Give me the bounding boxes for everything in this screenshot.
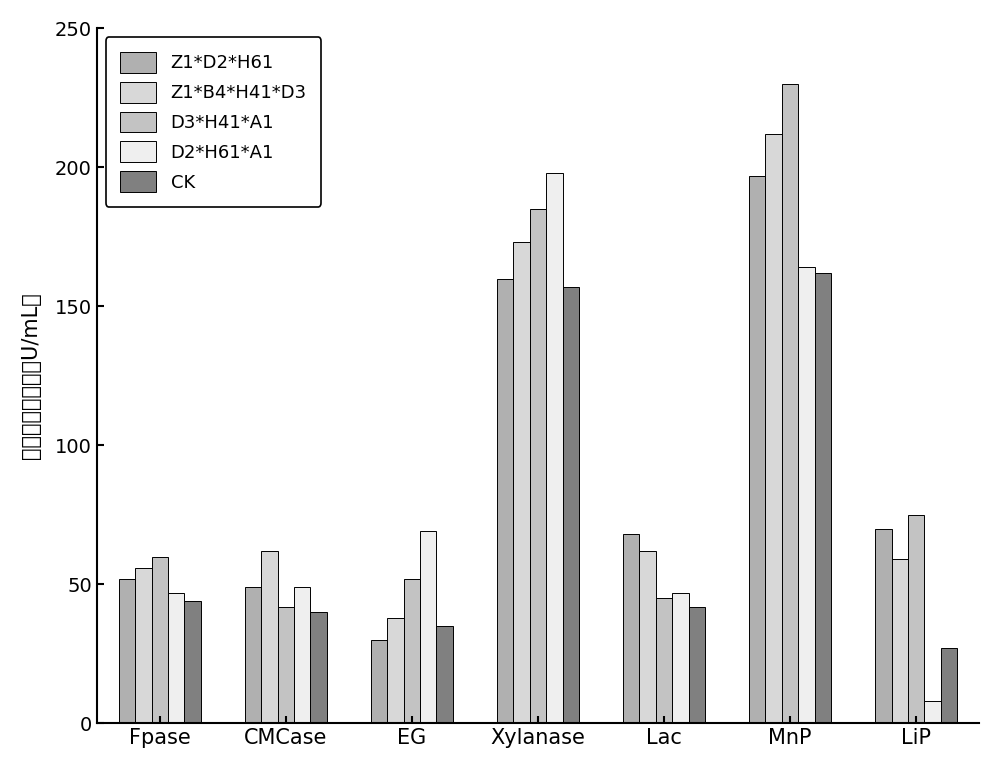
Bar: [941, 648, 957, 724]
Y-axis label: 木质纤维素酶活（U/mL）: 木质纤维素酶活（U/mL）: [21, 292, 41, 459]
Bar: [563, 287, 579, 724]
Bar: [875, 529, 892, 724]
Bar: [513, 242, 530, 724]
Bar: [420, 531, 436, 724]
Bar: [261, 551, 278, 724]
Bar: [798, 268, 815, 724]
Bar: [245, 587, 261, 724]
Bar: [656, 598, 672, 724]
Bar: [294, 587, 310, 724]
Bar: [278, 607, 294, 724]
Bar: [782, 84, 798, 724]
Bar: [639, 551, 656, 724]
Bar: [623, 534, 639, 724]
Bar: [135, 568, 152, 724]
Bar: [168, 593, 184, 724]
Bar: [152, 557, 168, 724]
Bar: [815, 273, 831, 724]
Bar: [310, 612, 327, 724]
Bar: [546, 173, 563, 724]
Bar: [530, 209, 546, 724]
Bar: [404, 579, 420, 724]
Bar: [119, 579, 135, 724]
Bar: [892, 559, 908, 724]
Bar: [689, 607, 705, 724]
Bar: [371, 640, 387, 724]
Bar: [749, 175, 765, 724]
Bar: [497, 278, 513, 724]
Bar: [924, 701, 941, 724]
Legend: Z1*D2*H61, Z1*B4*H41*D3, D3*H41*A1, D2*H61*A1, CK: Z1*D2*H61, Z1*B4*H41*D3, D3*H41*A1, D2*H…: [106, 38, 321, 207]
Bar: [184, 601, 201, 724]
Bar: [387, 618, 404, 724]
Bar: [436, 626, 453, 724]
Bar: [765, 134, 782, 724]
Bar: [908, 514, 924, 724]
Bar: [672, 593, 689, 724]
